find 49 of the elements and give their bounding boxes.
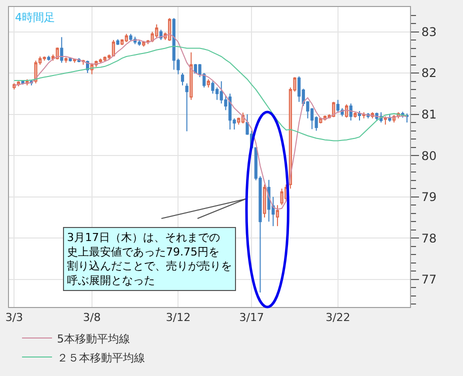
candlestick [405,112,409,124]
chart-title: 4時間足 [15,11,55,24]
x-tick-label: 3/22 [326,311,350,324]
candlestick [64,56,68,64]
candlestick [42,56,46,62]
candlestick [267,179,270,222]
candlestick [388,114,392,122]
candlestick [112,40,116,58]
candlestick [280,188,284,206]
candlestick [138,40,141,46]
candlestick [116,38,120,46]
candlestick [68,56,72,62]
candlestick [103,56,106,62]
x-tick-label: 3/8 [83,311,101,324]
line-series [14,46,408,142]
y-tick-label: 77 [421,272,437,287]
candlestick [129,33,132,42]
candlestick [206,78,210,88]
candlestick [124,33,128,43]
candlestick [298,76,301,102]
candlestick [354,112,357,118]
legend-label: 5本移動平均線 [57,332,130,346]
candlestick [276,204,280,227]
line-series [14,33,408,210]
x-tick-label: 3/17 [239,311,264,324]
candlestick [185,82,188,132]
y-tick-label: 82 [421,66,437,80]
y-tick-label: 78 [421,231,437,246]
candlestick [34,60,38,84]
legend-label: ２５本移動平均線 [57,351,146,364]
candlestick [344,104,348,118]
annotation: 3月17日（木）は、それまでの史上最安値であった79.75円を割り込んだことで、売りが売りを呼ぶ展開となった [67,231,232,287]
candlestick [98,58,102,64]
y-tick-label: 83 [421,24,437,39]
candlestick [228,93,232,130]
x-tick-label: 3/12 [166,311,191,324]
y-tick-label: 80 [421,148,437,163]
candlestick [47,55,50,62]
candlestick [349,103,352,121]
x-tick-label: 3/3 [5,311,24,324]
candlestick [190,52,193,100]
y-tick-label: 79 [421,190,437,204]
candlestick [384,116,387,126]
candlestick [155,24,158,38]
candlestick [60,36,64,64]
candlestick [358,110,362,121]
candlestick [262,184,266,218]
y-tick-label: 81 [421,107,437,122]
candlestick [180,72,184,86]
